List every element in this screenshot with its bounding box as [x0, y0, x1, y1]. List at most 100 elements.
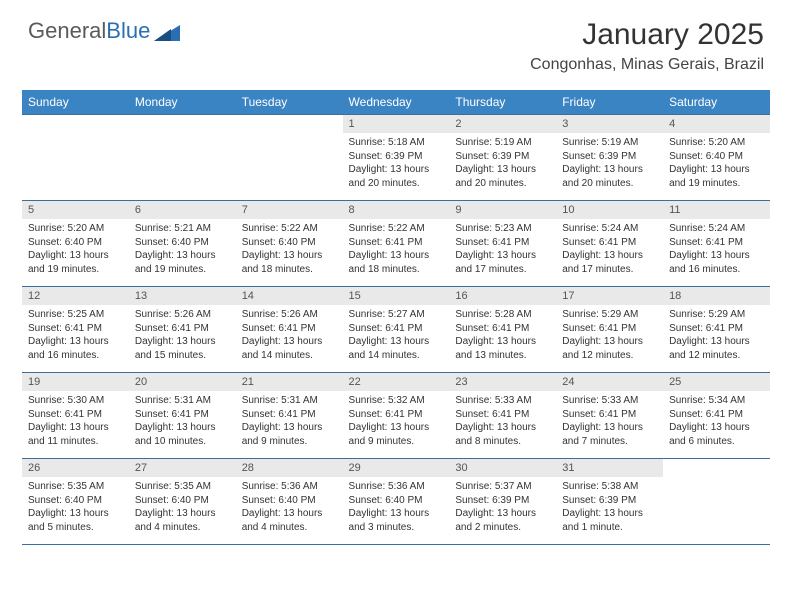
day-number: 6 — [129, 201, 236, 219]
sunset-text: Sunset: 6:39 PM — [455, 150, 550, 164]
sunset-text: Sunset: 6:41 PM — [28, 322, 123, 336]
sunrise-text: Sunrise: 5:36 AM — [349, 480, 444, 494]
day-number: 20 — [129, 373, 236, 391]
weekday-header: Thursday — [449, 90, 556, 115]
day-info: Sunrise: 5:29 AMSunset: 6:41 PMDaylight:… — [556, 305, 663, 366]
calendar-day-cell: . — [236, 115, 343, 201]
daylight-text: Daylight: 13 hours and 12 minutes. — [562, 335, 657, 362]
day-number: 26 — [22, 459, 129, 477]
calendar-body: ...1Sunrise: 5:18 AMSunset: 6:39 PMDayli… — [22, 115, 770, 545]
day-info: Sunrise: 5:24 AMSunset: 6:41 PMDaylight:… — [556, 219, 663, 280]
day-number: 4 — [663, 115, 770, 133]
sunset-text: Sunset: 6:40 PM — [349, 494, 444, 508]
day-number: 15 — [343, 287, 450, 305]
sunrise-text: Sunrise: 5:35 AM — [28, 480, 123, 494]
day-number: 13 — [129, 287, 236, 305]
day-info: Sunrise: 5:22 AMSunset: 6:41 PMDaylight:… — [343, 219, 450, 280]
calendar-day-cell: 26Sunrise: 5:35 AMSunset: 6:40 PMDayligh… — [22, 459, 129, 545]
daylight-text: Daylight: 13 hours and 17 minutes. — [562, 249, 657, 276]
calendar-day-cell: 11Sunrise: 5:24 AMSunset: 6:41 PMDayligh… — [663, 201, 770, 287]
day-number: 18 — [663, 287, 770, 305]
day-number: 21 — [236, 373, 343, 391]
daylight-text: Daylight: 13 hours and 20 minutes. — [562, 163, 657, 190]
sunrise-text: Sunrise: 5:31 AM — [135, 394, 230, 408]
calendar-day-cell: 1Sunrise: 5:18 AMSunset: 6:39 PMDaylight… — [343, 115, 450, 201]
day-number: 12 — [22, 287, 129, 305]
calendar-day-cell: 16Sunrise: 5:28 AMSunset: 6:41 PMDayligh… — [449, 287, 556, 373]
day-info: Sunrise: 5:38 AMSunset: 6:39 PMDaylight:… — [556, 477, 663, 538]
calendar-day-cell: 23Sunrise: 5:33 AMSunset: 6:41 PMDayligh… — [449, 373, 556, 459]
logo-triangle-icon — [154, 23, 180, 41]
sunrise-text: Sunrise: 5:24 AM — [562, 222, 657, 236]
day-number: 9 — [449, 201, 556, 219]
daylight-text: Daylight: 13 hours and 12 minutes. — [669, 335, 764, 362]
sunset-text: Sunset: 6:41 PM — [349, 408, 444, 422]
day-number: 19 — [22, 373, 129, 391]
day-info: Sunrise: 5:27 AMSunset: 6:41 PMDaylight:… — [343, 305, 450, 366]
day-info: Sunrise: 5:26 AMSunset: 6:41 PMDaylight:… — [236, 305, 343, 366]
day-info: Sunrise: 5:22 AMSunset: 6:40 PMDaylight:… — [236, 219, 343, 280]
day-info: Sunrise: 5:35 AMSunset: 6:40 PMDaylight:… — [129, 477, 236, 538]
day-info: Sunrise: 5:34 AMSunset: 6:41 PMDaylight:… — [663, 391, 770, 452]
sunrise-text: Sunrise: 5:19 AM — [562, 136, 657, 150]
day-info: Sunrise: 5:31 AMSunset: 6:41 PMDaylight:… — [236, 391, 343, 452]
sunrise-text: Sunrise: 5:20 AM — [28, 222, 123, 236]
daylight-text: Daylight: 13 hours and 4 minutes. — [242, 507, 337, 534]
daylight-text: Daylight: 13 hours and 16 minutes. — [669, 249, 764, 276]
day-number: 28 — [236, 459, 343, 477]
sunset-text: Sunset: 6:41 PM — [242, 408, 337, 422]
sunrise-text: Sunrise: 5:34 AM — [669, 394, 764, 408]
day-info: Sunrise: 5:20 AMSunset: 6:40 PMDaylight:… — [22, 219, 129, 280]
day-info: Sunrise: 5:36 AMSunset: 6:40 PMDaylight:… — [343, 477, 450, 538]
sunset-text: Sunset: 6:41 PM — [135, 408, 230, 422]
daylight-text: Daylight: 13 hours and 14 minutes. — [242, 335, 337, 362]
day-info: Sunrise: 5:33 AMSunset: 6:41 PMDaylight:… — [449, 391, 556, 452]
sunset-text: Sunset: 6:41 PM — [455, 322, 550, 336]
calendar-day-cell: 22Sunrise: 5:32 AMSunset: 6:41 PMDayligh… — [343, 373, 450, 459]
daylight-text: Daylight: 13 hours and 17 minutes. — [455, 249, 550, 276]
daylight-text: Daylight: 13 hours and 14 minutes. — [349, 335, 444, 362]
day-info: Sunrise: 5:23 AMSunset: 6:41 PMDaylight:… — [449, 219, 556, 280]
calendar-day-cell: 18Sunrise: 5:29 AMSunset: 6:41 PMDayligh… — [663, 287, 770, 373]
calendar-day-cell: 27Sunrise: 5:35 AMSunset: 6:40 PMDayligh… — [129, 459, 236, 545]
header: GeneralBlue January 2025 Congonhas, Mina… — [0, 0, 792, 80]
daylight-text: Daylight: 13 hours and 4 minutes. — [135, 507, 230, 534]
daylight-text: Daylight: 13 hours and 7 minutes. — [562, 421, 657, 448]
daylight-text: Daylight: 13 hours and 20 minutes. — [349, 163, 444, 190]
sunrise-text: Sunrise: 5:37 AM — [455, 480, 550, 494]
daylight-text: Daylight: 13 hours and 10 minutes. — [135, 421, 230, 448]
day-info: Sunrise: 5:18 AMSunset: 6:39 PMDaylight:… — [343, 133, 450, 194]
weekday-header: Monday — [129, 90, 236, 115]
day-info: Sunrise: 5:33 AMSunset: 6:41 PMDaylight:… — [556, 391, 663, 452]
calendar-day-cell: 2Sunrise: 5:19 AMSunset: 6:39 PMDaylight… — [449, 115, 556, 201]
sunrise-text: Sunrise: 5:35 AM — [135, 480, 230, 494]
sunset-text: Sunset: 6:40 PM — [135, 494, 230, 508]
day-number: 14 — [236, 287, 343, 305]
sunset-text: Sunset: 6:41 PM — [349, 322, 444, 336]
day-number: 27 — [129, 459, 236, 477]
sunset-text: Sunset: 6:39 PM — [562, 494, 657, 508]
sunset-text: Sunset: 6:41 PM — [669, 322, 764, 336]
daylight-text: Daylight: 13 hours and 20 minutes. — [455, 163, 550, 190]
sunrise-text: Sunrise: 5:33 AM — [455, 394, 550, 408]
sunrise-text: Sunrise: 5:23 AM — [455, 222, 550, 236]
daylight-text: Daylight: 13 hours and 9 minutes. — [349, 421, 444, 448]
day-info: Sunrise: 5:32 AMSunset: 6:41 PMDaylight:… — [343, 391, 450, 452]
day-number: 31 — [556, 459, 663, 477]
sunset-text: Sunset: 6:40 PM — [135, 236, 230, 250]
day-info: Sunrise: 5:28 AMSunset: 6:41 PMDaylight:… — [449, 305, 556, 366]
sunset-text: Sunset: 6:39 PM — [455, 494, 550, 508]
daylight-text: Daylight: 13 hours and 9 minutes. — [242, 421, 337, 448]
daylight-text: Daylight: 13 hours and 19 minutes. — [669, 163, 764, 190]
day-info: Sunrise: 5:21 AMSunset: 6:40 PMDaylight:… — [129, 219, 236, 280]
title-block: January 2025 Congonhas, Minas Gerais, Br… — [530, 18, 764, 74]
weekday-header: Sunday — [22, 90, 129, 115]
sunrise-text: Sunrise: 5:27 AM — [349, 308, 444, 322]
sunset-text: Sunset: 6:40 PM — [28, 494, 123, 508]
sunset-text: Sunset: 6:41 PM — [669, 236, 764, 250]
logo-text-2: Blue — [106, 18, 150, 43]
day-number: 1 — [343, 115, 450, 133]
day-info: Sunrise: 5:37 AMSunset: 6:39 PMDaylight:… — [449, 477, 556, 538]
day-info: Sunrise: 5:36 AMSunset: 6:40 PMDaylight:… — [236, 477, 343, 538]
sunrise-text: Sunrise: 5:28 AM — [455, 308, 550, 322]
